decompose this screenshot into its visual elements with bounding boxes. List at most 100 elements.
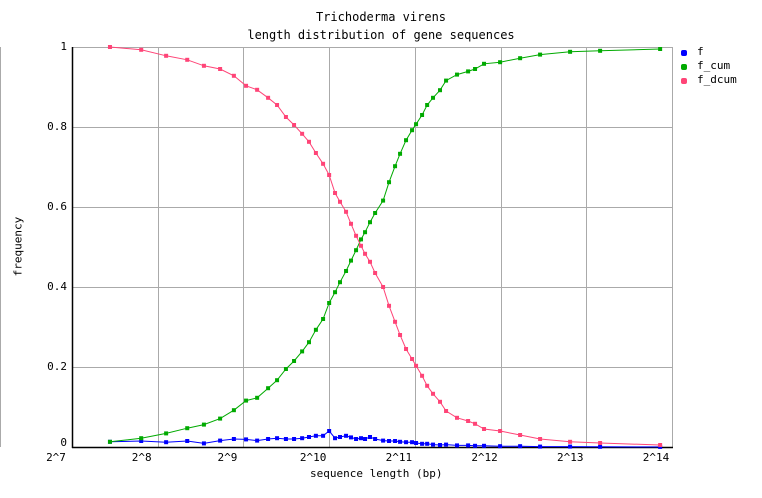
data-point-f-dcum — [658, 443, 663, 447]
data-point-f-cum — [414, 122, 419, 127]
data-point-f-dcum — [164, 53, 169, 58]
data-point-f-cum — [139, 436, 144, 441]
data-point-f-cum — [568, 49, 573, 54]
data-point-f-dcum — [244, 83, 249, 88]
data-point-f-cum — [473, 67, 478, 71]
data-point-f — [482, 443, 487, 448]
data-point-f — [420, 441, 425, 446]
data-point-f — [231, 437, 236, 441]
data-point-f-dcum — [321, 161, 326, 166]
data-point-f-dcum — [359, 243, 364, 248]
data-point-f-dcum — [349, 221, 354, 226]
y-tick-label: 0 — [60, 436, 67, 449]
data-point-f-dcum — [410, 357, 415, 361]
x-tick-label: 2^9 — [217, 451, 238, 464]
y-tick-label: 0.8 — [47, 120, 67, 133]
data-point-f-dcum — [275, 103, 280, 107]
data-point-f-cum — [420, 113, 425, 117]
data-point-f-dcum — [306, 139, 311, 144]
data-point-f-cum — [164, 431, 169, 436]
data-point-f-cum — [425, 103, 430, 107]
data-point-f-dcum — [327, 173, 332, 177]
data-point-f — [333, 436, 338, 441]
data-point-f — [354, 437, 359, 441]
data-point-f-dcum — [398, 333, 403, 337]
data-point-f-dcum — [373, 271, 378, 275]
data-point-f-cum — [381, 198, 386, 203]
legend-label: f_dcum — [697, 73, 737, 86]
data-point-f-dcum — [404, 347, 409, 351]
data-point-f-cum — [368, 220, 373, 225]
legend-marker-f-dcum — [681, 78, 687, 84]
data-point-f — [387, 439, 392, 443]
data-point-f-cum — [275, 378, 280, 383]
data-point-f-cum — [266, 386, 271, 391]
data-point-f — [568, 444, 573, 449]
data-point-f — [139, 439, 144, 443]
data-point-f-cum — [598, 48, 603, 53]
data-point-f-dcum — [292, 123, 297, 127]
data-point-f-cum — [354, 248, 359, 253]
data-point-f-cum — [373, 211, 378, 215]
data-point-f-dcum — [338, 199, 343, 204]
data-point-f — [313, 433, 318, 438]
data-point-f-dcum — [498, 429, 503, 433]
data-point-f — [164, 440, 169, 445]
x-tick-label: 2^12 — [471, 451, 498, 464]
data-point-f-dcum — [420, 373, 425, 378]
data-point-f-dcum — [568, 439, 573, 444]
data-point-f — [338, 435, 343, 439]
data-point-f — [327, 429, 332, 433]
data-point-f-dcum — [455, 415, 460, 420]
data-point-f-dcum — [414, 363, 419, 368]
data-point-f-cum — [363, 230, 368, 235]
data-point-f-cum — [658, 47, 663, 51]
data-point-f-cum — [518, 56, 523, 61]
data-point-f-cum — [498, 60, 503, 65]
data-point-f-dcum — [444, 409, 449, 413]
data-point-f-cum — [538, 52, 543, 57]
data-point-f — [185, 439, 190, 443]
data-point-f-dcum — [431, 391, 436, 396]
data-point-f-cum — [313, 327, 318, 332]
data-point-f-dcum — [333, 191, 338, 195]
data-point-f — [244, 437, 249, 442]
data-point-f-cum — [466, 69, 471, 74]
data-point-f-dcum — [482, 427, 487, 431]
data-point-f — [518, 444, 523, 449]
data-point-f-dcum — [218, 67, 223, 71]
data-point-f-dcum — [363, 251, 368, 256]
data-point-f-cum — [327, 301, 332, 305]
data-point-f — [300, 436, 305, 441]
data-point-f-cum — [404, 138, 409, 143]
data-point-f-dcum — [425, 383, 430, 388]
data-point-f — [431, 442, 436, 447]
y-tick-label: 0.6 — [47, 200, 67, 213]
data-point-f-cum — [201, 422, 206, 427]
data-point-f-dcum — [344, 209, 349, 214]
data-point-f-dcum — [368, 259, 373, 264]
data-point-f — [455, 443, 460, 448]
y-tick-label: 0.4 — [47, 280, 67, 293]
data-point-f-cum — [410, 128, 415, 133]
data-point-f-dcum — [313, 151, 318, 155]
data-point-f-cum — [344, 269, 349, 273]
data-point-f — [404, 440, 409, 445]
data-point-f-cum — [218, 416, 223, 421]
data-point-f — [414, 441, 419, 445]
x-tick-label: 2^11 — [385, 451, 413, 464]
data-point-f-dcum — [231, 73, 236, 78]
data-point-f — [321, 433, 326, 438]
x-tick-label: 2^7 — [46, 451, 66, 464]
data-point-f-cum — [455, 72, 460, 77]
data-point-f-dcum — [473, 421, 478, 426]
data-point-f — [425, 441, 430, 446]
data-point-f-dcum — [518, 433, 523, 437]
data-point-f — [255, 438, 260, 443]
data-point-f-cum — [306, 340, 311, 345]
data-point-f-dcum — [255, 87, 260, 92]
data-point-f — [381, 438, 386, 443]
data-point-f — [466, 443, 471, 448]
data-point-f — [438, 443, 443, 447]
